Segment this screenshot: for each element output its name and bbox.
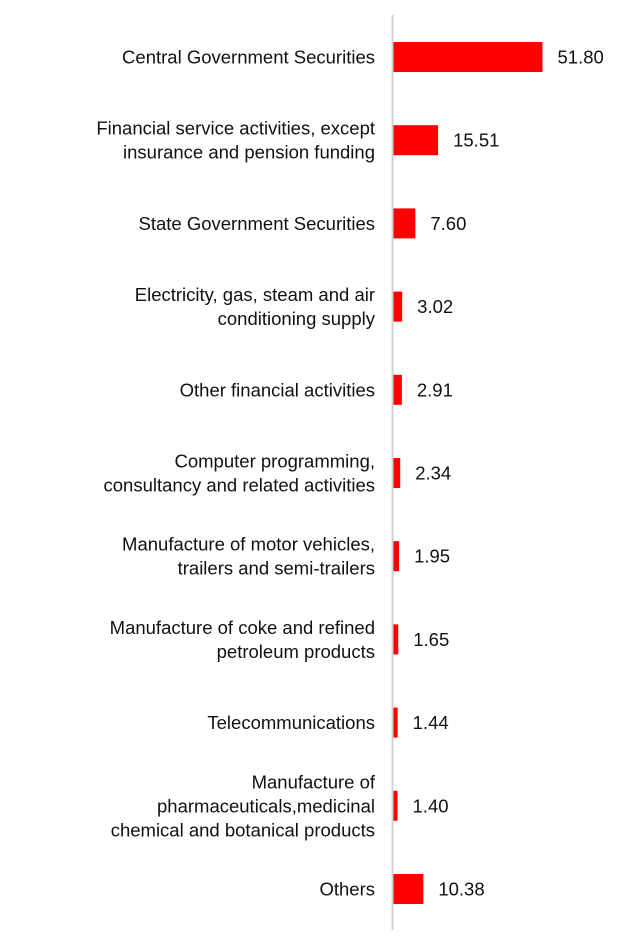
category-label-line: Manufacture of coke and refined bbox=[110, 617, 375, 638]
category-label: Financial service activities, except insu… bbox=[96, 118, 375, 163]
bar bbox=[393, 208, 416, 239]
category-label-line: Telecommunications bbox=[207, 712, 375, 733]
bar bbox=[393, 541, 400, 572]
value-label: 7.60 bbox=[430, 213, 466, 234]
bar bbox=[393, 374, 402, 405]
category-label-line: Manufacture of motor vehicles, bbox=[122, 534, 375, 555]
bars-group bbox=[393, 42, 543, 904]
bar bbox=[393, 874, 424, 904]
category-label: Manufacture of pharmaceuticals,medicinal c… bbox=[111, 771, 376, 840]
value-label: 1.95 bbox=[414, 546, 450, 567]
category-label-line: Financial service activities, except bbox=[96, 118, 375, 139]
category-label-line: consultancy and related activities bbox=[104, 475, 375, 496]
value-label: 3.02 bbox=[417, 296, 453, 317]
value-label: 1.44 bbox=[413, 712, 449, 733]
bar bbox=[393, 42, 543, 72]
category-label-line: insurance and pension funding bbox=[123, 142, 375, 163]
category-label-line: Computer programming, bbox=[175, 451, 376, 472]
category-label-line: Manufacture of bbox=[252, 771, 376, 792]
value-label: 1.40 bbox=[413, 795, 449, 816]
value-label: 15.51 bbox=[453, 130, 499, 151]
value-label: 1.65 bbox=[413, 629, 449, 650]
category-label-line: trailers and semi-trailers bbox=[178, 558, 375, 579]
category-label: State Government Securities bbox=[139, 213, 376, 234]
bar bbox=[393, 125, 439, 156]
category-label-line: conditioning supply bbox=[218, 308, 376, 329]
category-label: Telecommunications bbox=[207, 712, 375, 733]
category-label: Central Government Securities bbox=[122, 47, 375, 68]
bar bbox=[393, 624, 399, 655]
category-label-line: chemical and botanical products bbox=[111, 819, 375, 840]
bar bbox=[393, 707, 398, 738]
category-label: Other financial activities bbox=[180, 379, 375, 400]
category-label: Others bbox=[319, 879, 375, 900]
value-labels-group: 51.80 15.51 7.60 3.02 2.91 2.34 1.95 1.65 1.44 1.… bbox=[413, 47, 604, 900]
bar bbox=[393, 790, 398, 821]
category-label-line: State Government Securities bbox=[139, 213, 376, 234]
category-label: Electricity, gas, steam and air condition… bbox=[135, 284, 376, 329]
category-label-line: Central Government Securities bbox=[122, 47, 375, 68]
category-label: Manufacture of coke and refined petroleum… bbox=[110, 617, 375, 662]
category-label: Manufacture of motor vehicles, trailers a… bbox=[122, 534, 375, 579]
category-label-line: pharmaceuticals,medicinal bbox=[157, 795, 375, 816]
category-label-line: Other financial activities bbox=[180, 379, 375, 400]
category-label-line: Electricity, gas, steam and air bbox=[135, 284, 375, 305]
category-label-line: petroleum products bbox=[217, 641, 375, 662]
category-label: Computer programming, consultancy and rel… bbox=[104, 451, 375, 496]
value-label: 10.38 bbox=[438, 879, 484, 900]
value-label: 2.34 bbox=[415, 463, 451, 484]
value-label: 51.80 bbox=[558, 47, 604, 68]
bar bbox=[393, 458, 401, 488]
category-labels-group: Central Government Securities Financial s… bbox=[96, 47, 375, 900]
category-label-line: Others bbox=[319, 879, 375, 900]
bar bbox=[393, 291, 403, 322]
value-label: 2.91 bbox=[417, 379, 453, 400]
